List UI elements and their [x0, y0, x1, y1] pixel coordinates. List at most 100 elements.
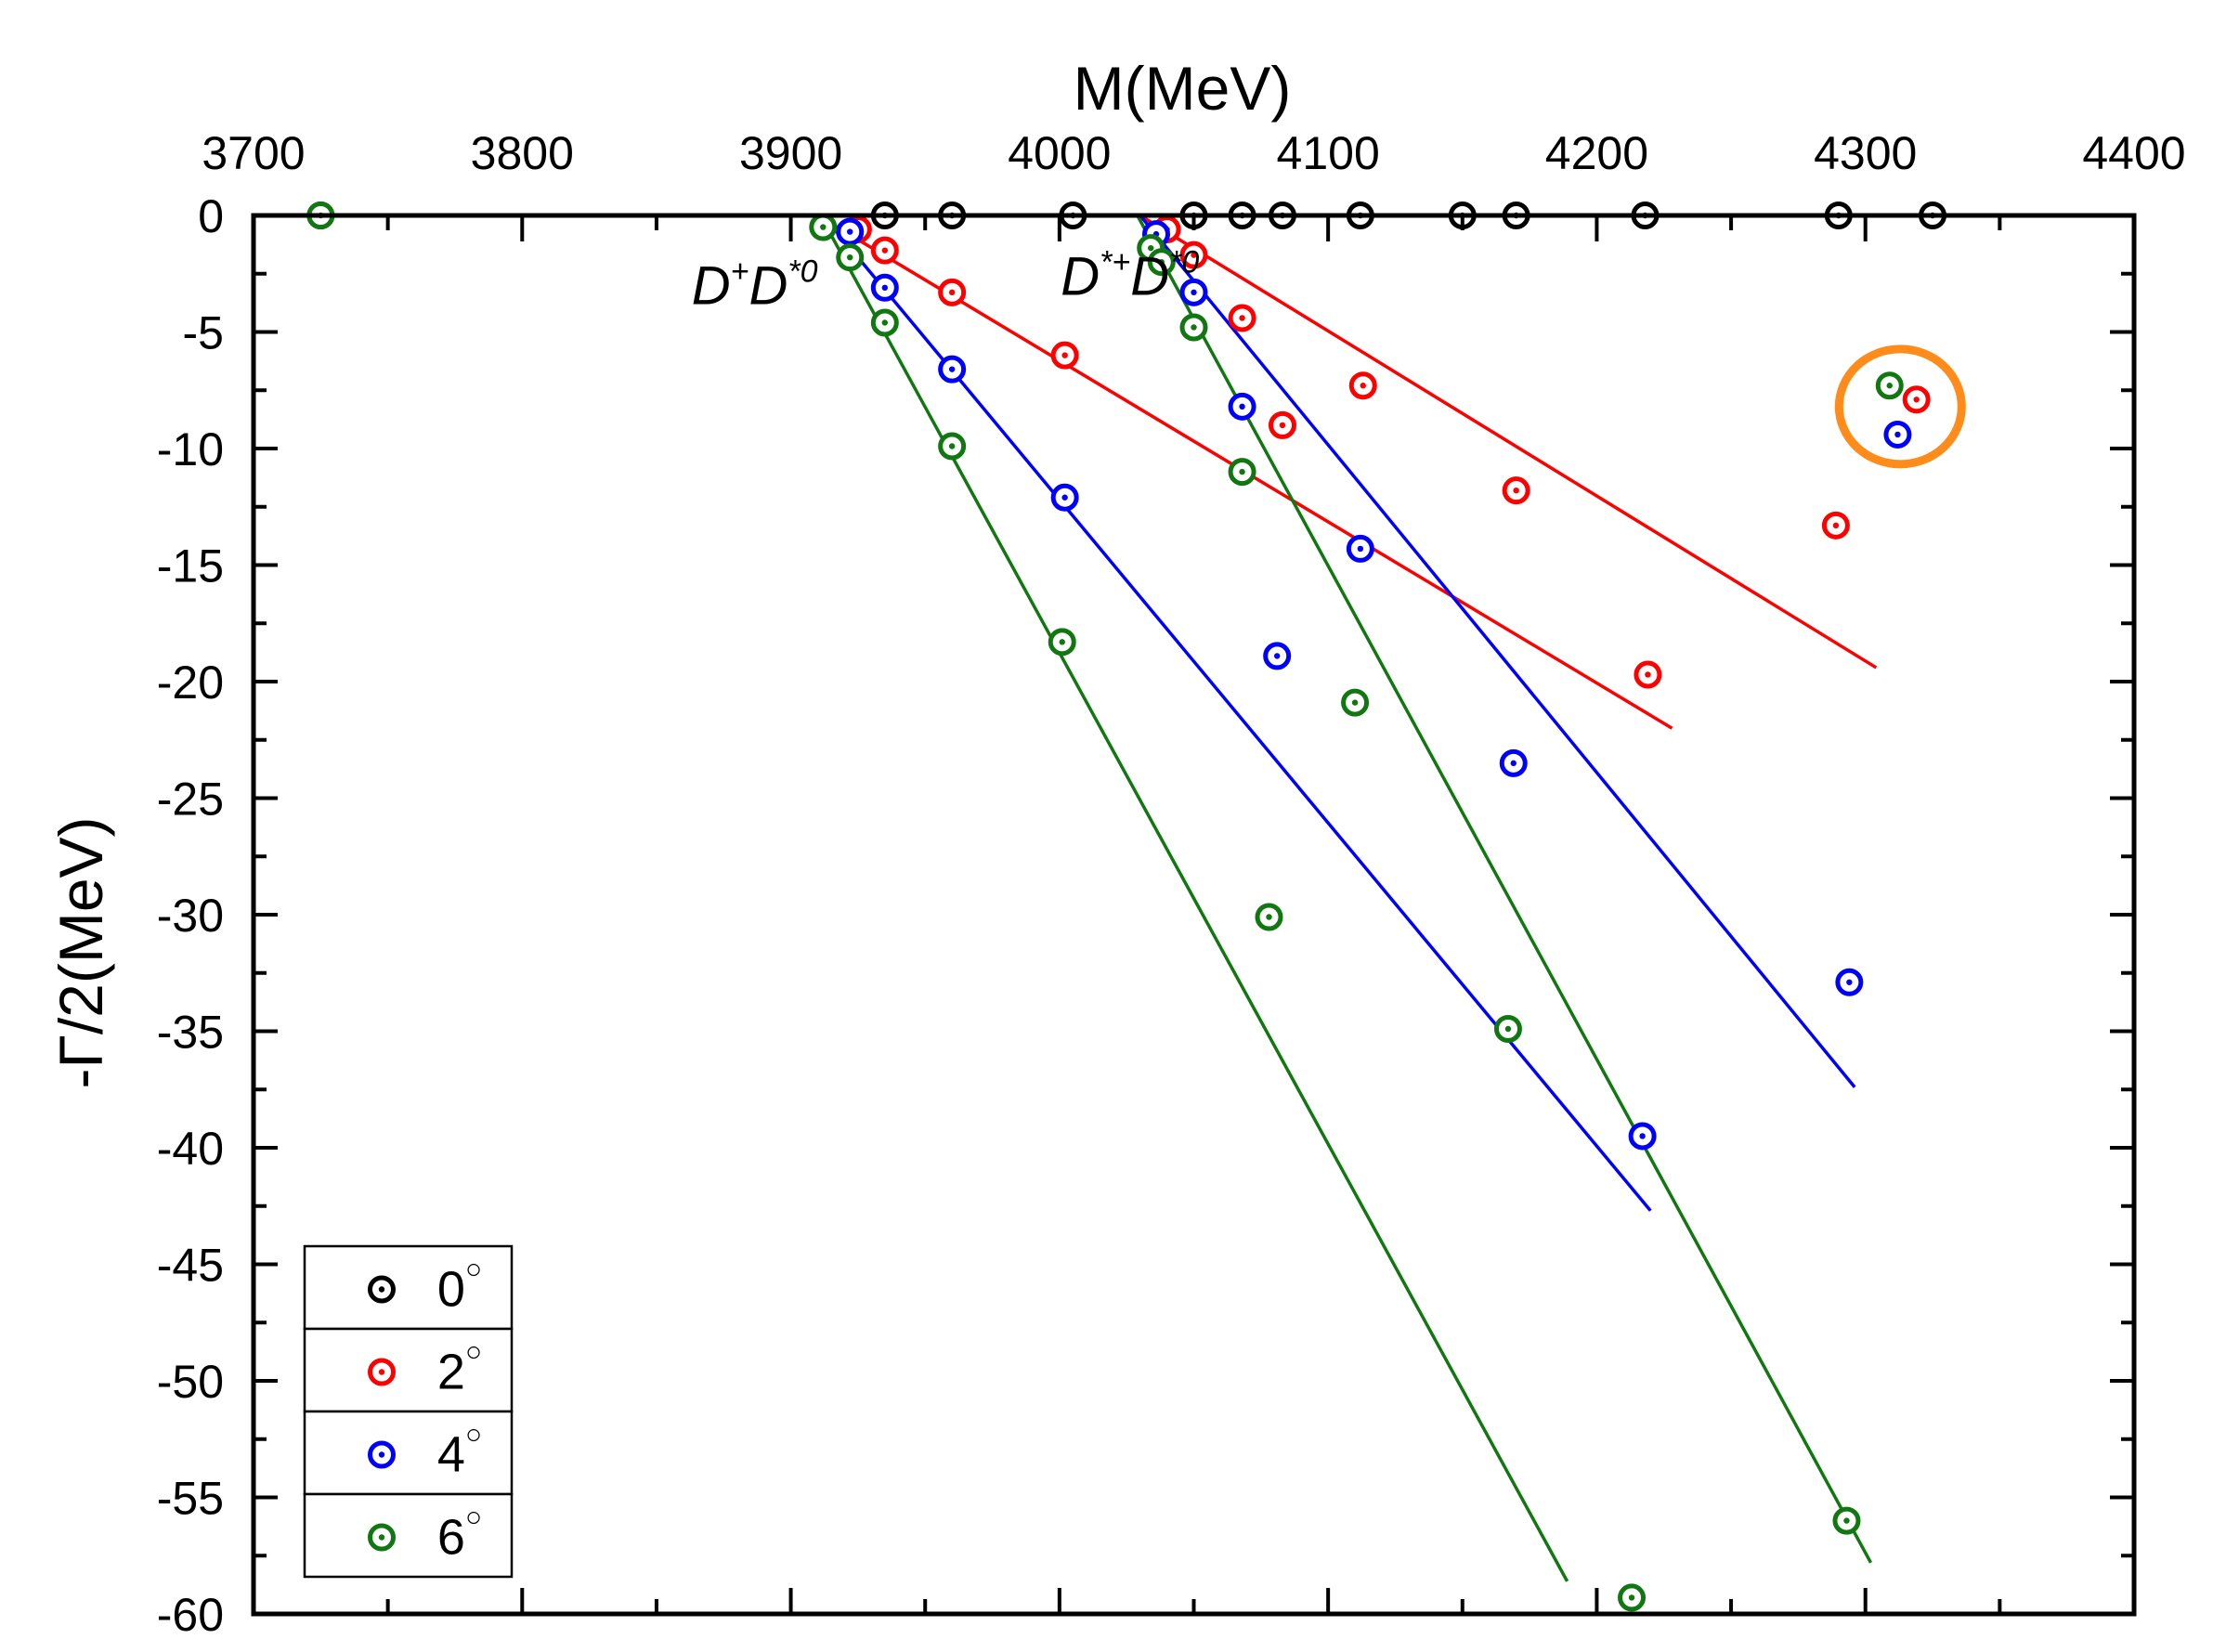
point-center: [1357, 545, 1364, 553]
y-axis-title: -Γ/2(MeV): [46, 816, 115, 1088]
point-center: [1504, 1025, 1512, 1033]
data-point: [1179, 313, 1208, 342]
anno-sup: +: [731, 254, 749, 289]
anno-base: D: [749, 255, 788, 316]
x-tick-label: 3700: [202, 127, 305, 179]
data-point: [1875, 371, 1904, 400]
point-center: [1239, 468, 1245, 475]
anno-base: D: [692, 255, 731, 316]
legend-label: 6○: [437, 1502, 482, 1566]
legend-degree: ○: [465, 1337, 482, 1368]
data-point: [1048, 628, 1076, 657]
data-point: [1499, 748, 1528, 777]
y-tick-label: -20: [157, 657, 224, 709]
legend-value: 4: [437, 1427, 465, 1483]
fit-line: [1136, 215, 1873, 1564]
point-center: [1894, 431, 1901, 438]
data-point: [1147, 248, 1176, 277]
point-center: [1843, 1517, 1850, 1524]
point-center: [1239, 315, 1245, 321]
data-point: [1835, 968, 1864, 996]
point-center: [948, 443, 956, 449]
point-center: [820, 224, 827, 230]
threshold-label: D+D*0: [692, 254, 818, 316]
anno-base: D: [1130, 246, 1169, 306]
highlight-circle: [1834, 345, 1966, 469]
x-tick-label: 4000: [1008, 127, 1111, 179]
data-point: [1255, 903, 1283, 931]
point-center: [1628, 1594, 1635, 1601]
anno-sup: *+: [1100, 244, 1130, 280]
anno-sup: *0: [1169, 244, 1199, 280]
x-tick-label: 3900: [739, 127, 842, 179]
y-tick-label: -40: [157, 1123, 224, 1175]
point-center: [1191, 324, 1197, 331]
point-center: [1191, 289, 1197, 296]
data-point: [1228, 458, 1256, 487]
plot-frame: [251, 213, 2137, 1617]
point-center: [1059, 639, 1065, 645]
point-center: [881, 284, 889, 292]
anno-sup: *0: [788, 254, 817, 289]
data-point: [938, 432, 967, 461]
x-axis-title: M(MeV): [1074, 54, 1292, 123]
data-point: [836, 217, 865, 246]
data-point: [809, 213, 838, 241]
data-point: [1348, 371, 1377, 400]
legend-degree: ○: [465, 1420, 482, 1450]
legend-marker-center: [378, 1534, 385, 1541]
point-center: [1061, 352, 1068, 358]
legend-degree: ○: [465, 1502, 482, 1533]
data-point: [1883, 420, 1912, 449]
legend-marker-center: [378, 1286, 385, 1293]
y-tick-label: 0: [198, 190, 224, 242]
point-center: [1273, 653, 1281, 659]
y-tick-label: -15: [157, 540, 224, 592]
point-center: [1510, 760, 1517, 767]
y-tick-label: -35: [157, 1007, 224, 1059]
point-center: [1191, 252, 1197, 258]
data-point: [1228, 392, 1256, 421]
data-point: [1179, 241, 1208, 269]
point-center: [1886, 383, 1893, 389]
fit-line: [1139, 214, 1856, 1088]
data-point: [1179, 278, 1208, 306]
point-center: [1266, 914, 1272, 920]
x-tick-label: 3800: [471, 127, 574, 179]
y-tick-label: -45: [157, 1240, 224, 1292]
y-tick-label: -60: [157, 1589, 224, 1641]
legend-marker-center: [378, 1369, 385, 1375]
legend-label: 0○: [437, 1255, 482, 1318]
data-point: [1341, 688, 1370, 717]
point-center: [1360, 383, 1366, 389]
point-center: [1513, 487, 1519, 494]
data-point: [1618, 1583, 1647, 1612]
legend-value: 6: [437, 1510, 465, 1566]
point-center: [1148, 244, 1154, 252]
y-tick-label: -5: [183, 307, 224, 359]
data-point: [1502, 476, 1530, 505]
data-point: [1263, 642, 1292, 670]
legend-box: [303, 1327, 514, 1413]
point-center: [847, 254, 853, 261]
point-center: [1913, 397, 1920, 403]
point-center: [1158, 259, 1165, 266]
legend-box: [303, 1492, 514, 1579]
y-tick-label: -55: [157, 1473, 224, 1525]
y-tick-label: -10: [157, 423, 224, 475]
point-center: [948, 366, 956, 372]
data-point: [1634, 660, 1662, 689]
x-tick-label: 4200: [1545, 127, 1648, 179]
point-center: [1061, 494, 1068, 501]
legend: 0○2○4○6○: [303, 1244, 514, 1579]
point-center: [881, 319, 889, 326]
point-center: [1846, 979, 1853, 985]
fit-line: [818, 215, 1569, 1582]
legend-item: 6○: [303, 1492, 514, 1579]
legend-label: 2○: [437, 1337, 482, 1400]
data-point: [1902, 385, 1931, 414]
x-axis-ticks: 3700 3800 3900 4000 4100 4200 4300 4400: [202, 127, 2186, 1614]
legend-value: 2: [437, 1345, 465, 1400]
threshold-label: D*+D*0: [1061, 244, 1199, 306]
data-point: [1493, 1014, 1522, 1043]
